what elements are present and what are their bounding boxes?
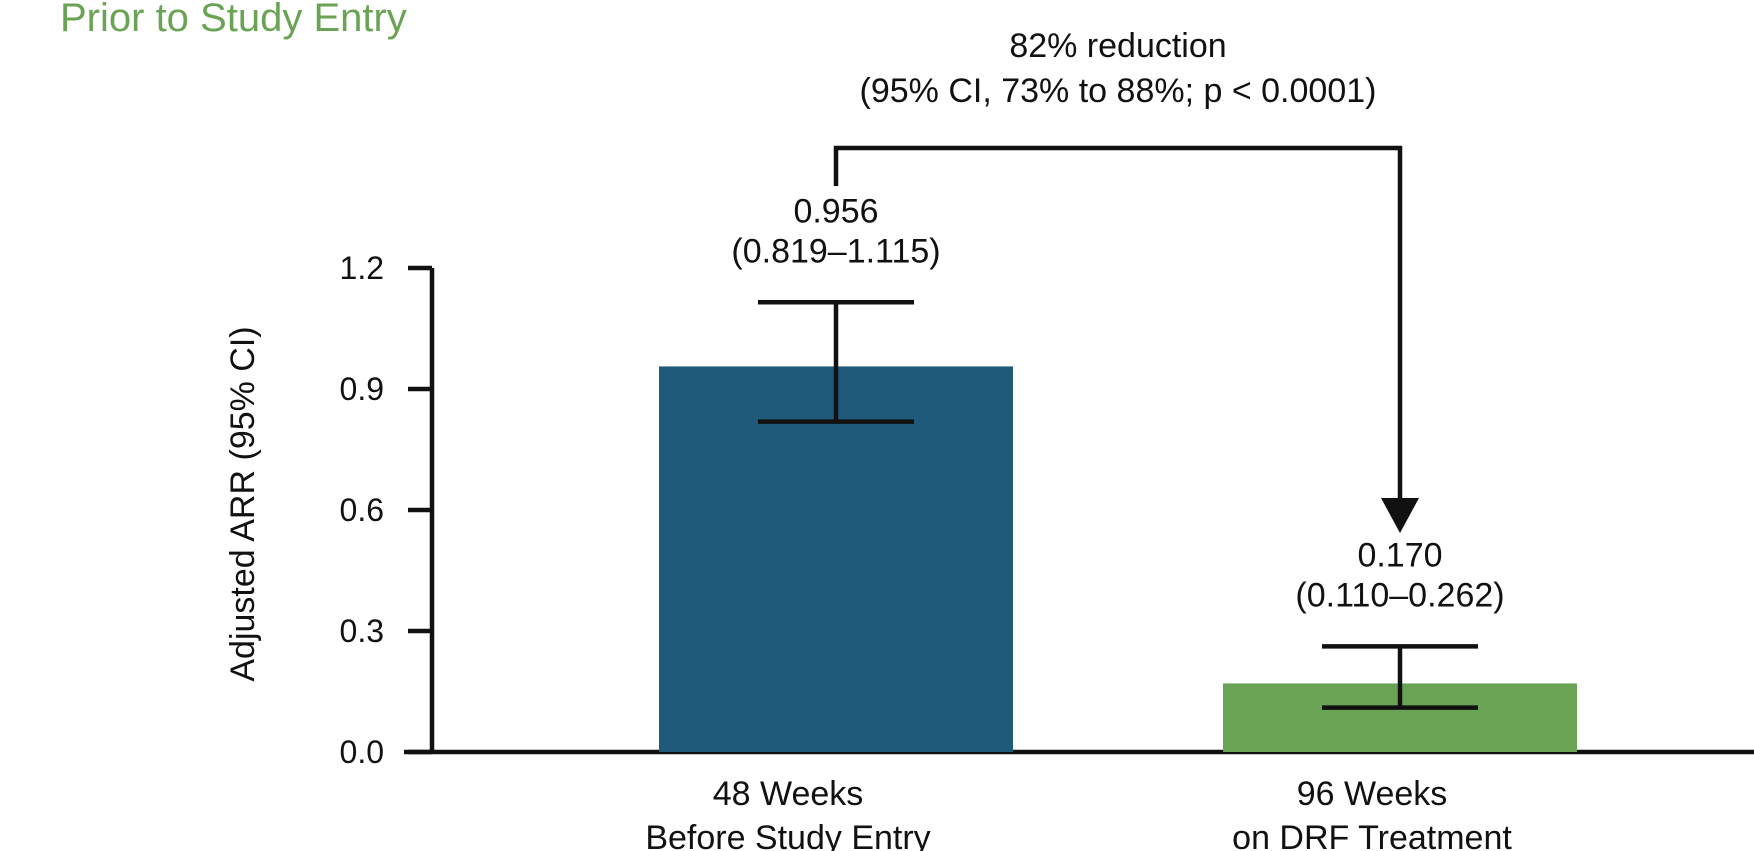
y-axis-title: Adjusted ARR (95% CI): [224, 326, 262, 681]
labels: 0.956(0.819–1.115) 48 Weeks Before Study E…: [645, 192, 1512, 851]
reduction-annotation: 82% reduction (95% CI, 73% to 88%; p < 0.…: [833, 27, 1419, 533]
reduction-arrowhead: [1381, 498, 1419, 533]
y-tick-label: 1.2: [340, 250, 384, 286]
reduction-ci-label: (95% CI, 73% to 88%; p < 0.0001): [860, 72, 1377, 110]
x-category-label: Before Study Entry: [645, 819, 930, 851]
x-category-label: 96 Weeks: [1297, 775, 1448, 813]
reduction-bracket: [833, 145, 1403, 502]
page-title: Prior to Study Entry: [60, 0, 407, 40]
data-label-ci: (0.819–1.115): [731, 232, 940, 270]
x-category-label: 48 Weeks: [713, 775, 864, 813]
y-tick-label: 0.0: [340, 734, 384, 770]
data-label-value: 0.956: [793, 192, 878, 230]
reduction-label: 82% reduction: [1009, 27, 1226, 65]
data-label-ci: (0.110–0.262): [1295, 576, 1504, 614]
axes: 0.0 0.3 0.6 0.9 1.2 Adjusted ARR (95% CI): [224, 250, 1754, 770]
y-tick-label: 0.6: [340, 492, 384, 528]
x-category-label: on DRF Treatment: [1232, 819, 1512, 851]
data-label-value: 0.170: [1357, 536, 1442, 574]
bars: [659, 300, 1577, 752]
bar: [659, 366, 1013, 752]
y-tick-label: 0.9: [340, 371, 384, 407]
y-tick-label: 0.3: [340, 613, 384, 649]
